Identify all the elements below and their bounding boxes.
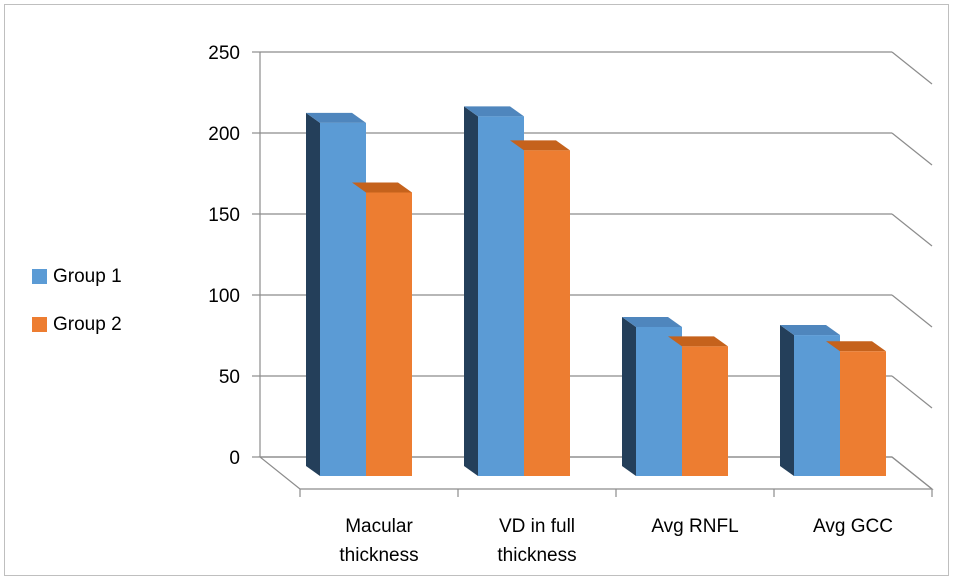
bar-top bbox=[464, 106, 524, 117]
gridline-side bbox=[891, 51, 933, 85]
bar-top bbox=[826, 341, 886, 352]
x-tick-label: thickness bbox=[339, 545, 418, 566]
y-tick-label: 150 bbox=[208, 205, 240, 226]
x-tick-label: VD in full bbox=[499, 516, 575, 537]
y-tick-label: 100 bbox=[208, 286, 240, 307]
x-tick-label: Macular bbox=[345, 516, 413, 537]
x-tick-label: Avg GCC bbox=[813, 516, 893, 537]
y-tick-label: 0 bbox=[229, 448, 240, 469]
gridline-side bbox=[891, 213, 933, 247]
bar-side bbox=[464, 106, 478, 477]
legend-label-group-1: Group 1 bbox=[53, 265, 122, 287]
y-tick-label: 50 bbox=[219, 367, 240, 388]
bar bbox=[320, 122, 366, 476]
legend-item-group-2: Group 2 bbox=[32, 312, 122, 337]
bar-side bbox=[780, 325, 794, 476]
legend-item-group-1: Group 1 bbox=[32, 264, 122, 289]
x-tick-label: Avg RNFL bbox=[651, 516, 738, 537]
gridline-side bbox=[891, 132, 933, 166]
y-tick-label: 250 bbox=[208, 43, 240, 64]
legend-swatch-group-2 bbox=[32, 317, 47, 332]
bar-chart: 0 50 100 150 200 250 Macular thickness VD in ful… bbox=[208, 43, 934, 566]
gridline-side bbox=[891, 294, 933, 328]
bar-top bbox=[622, 316, 682, 327]
bar bbox=[636, 326, 682, 476]
x-tick-label: thickness bbox=[497, 545, 576, 566]
bar bbox=[794, 335, 840, 476]
bar bbox=[478, 116, 524, 477]
bar bbox=[366, 192, 412, 476]
bar-top bbox=[352, 182, 412, 193]
bar bbox=[524, 150, 570, 476]
bar-top bbox=[668, 336, 728, 347]
bar bbox=[840, 351, 886, 476]
chart-legend: Group 1 Group 2 bbox=[32, 264, 122, 360]
bar-side bbox=[622, 316, 636, 476]
legend-swatch-group-1 bbox=[32, 269, 47, 284]
gridline-side bbox=[891, 375, 933, 409]
bar bbox=[682, 346, 728, 476]
bar-top bbox=[306, 112, 366, 123]
chart-frame: 0 50 100 150 200 250 Macular thickness VD in ful… bbox=[4, 4, 949, 576]
bar-top bbox=[510, 140, 570, 151]
y-tick-label: 200 bbox=[208, 124, 240, 145]
legend-label-group-2: Group 2 bbox=[53, 313, 122, 335]
bar-side bbox=[306, 112, 320, 476]
bar-top bbox=[780, 325, 840, 336]
